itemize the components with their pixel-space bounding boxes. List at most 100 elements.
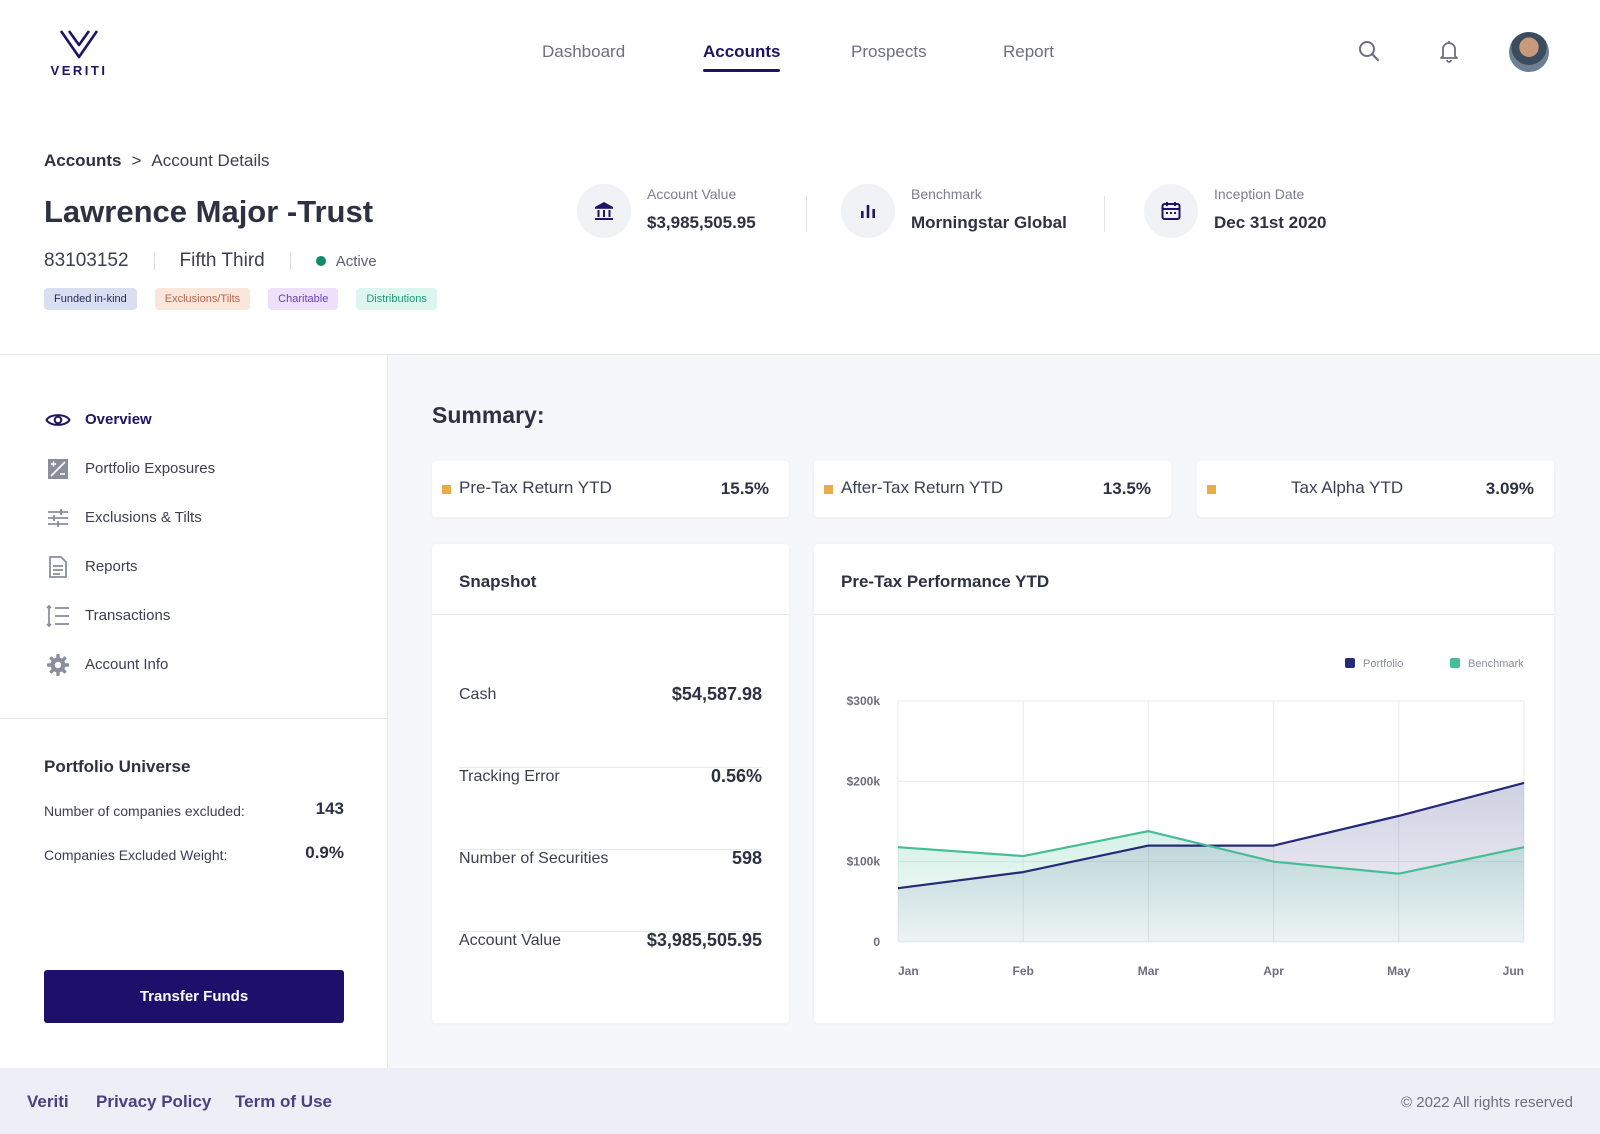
legend-swatch-benchmark	[1450, 658, 1460, 668]
veriti-logo[interactable]: VERITI	[48, 28, 110, 78]
bar-chart-icon	[841, 184, 895, 238]
performance-chart: 0 $100k $200k $300k Jan Feb Mar Apr May Jun Portfo…	[847, 658, 1525, 978]
excluded-weight-row: Companies Excluded Weight: 0.9%	[44, 843, 344, 863]
sidebar-item-transactions[interactable]: Transactions	[45, 591, 215, 640]
sidebar-item-account-info[interactable]: Account Info	[45, 640, 215, 689]
excluded-weight-label: Companies Excluded Weight:	[44, 847, 228, 863]
performance-header: Pre-Tax Performance YTD	[814, 544, 1554, 615]
page-title: Lawrence Major -Trust	[44, 194, 374, 229]
nav-prospects[interactable]: Prospects	[851, 42, 927, 61]
nav-accounts[interactable]: Accounts	[703, 42, 781, 72]
kpi-label: Account Value	[647, 186, 737, 202]
exposure-icon	[45, 456, 71, 482]
legend-swatch-portfolio	[1345, 658, 1355, 668]
companies-excluded-row: Number of companies excluded: 143	[44, 799, 344, 819]
metric-card-pre-tax-return: Pre-Tax Return YTD 15.5%	[432, 461, 789, 517]
metric-label: Tax Alpha YTD	[1291, 478, 1404, 497]
snapshot-title: Snapshot	[459, 572, 537, 591]
kpi-divider	[806, 196, 807, 232]
brand-name: VERITI	[50, 63, 108, 78]
metric-marker-icon	[824, 485, 833, 494]
legend-label-benchmark: Benchmark	[1468, 658, 1524, 670]
kpi-label: Inception Date	[1214, 186, 1305, 202]
transfer-funds-button[interactable]: Transfer Funds	[44, 970, 344, 1023]
kpi-label: Benchmark	[911, 186, 982, 202]
snapshot-value: $3,985,505.95	[646, 930, 762, 950]
sidebar-item-reports[interactable]: Reports	[45, 542, 215, 591]
x-tick-label: May	[1387, 964, 1411, 978]
sidebar-item-portfolio-exposures[interactable]: Portfolio Exposures	[45, 444, 215, 493]
document-icon	[45, 554, 71, 580]
kpi-account-value: Account Value $3,985,505.95	[577, 184, 756, 238]
list-icon	[45, 603, 71, 629]
tag-distributions: Distributions	[356, 288, 437, 310]
sidebar-item-label: Exclusions & Tilts	[85, 509, 202, 526]
sidebar-item-exclusions-tilts[interactable]: Exclusions & Tilts	[45, 493, 215, 542]
copyright-text: © 2022 All rights reserved	[1401, 1094, 1573, 1111]
footer-link-veriti[interactable]: Veriti	[27, 1092, 69, 1111]
sidebar-item-label: Portfolio Exposures	[85, 460, 216, 477]
breadcrumb-separator: >	[131, 151, 142, 170]
x-tick-label: Feb	[1013, 964, 1034, 978]
tag-funded-in-kind: Funded in-kind	[44, 288, 137, 310]
kpi-value: Dec 31st 2020	[1214, 213, 1327, 232]
veriti-logo-mark-icon	[59, 30, 99, 59]
nav-dashboard[interactable]: Dashboard	[542, 42, 626, 61]
snapshot-label: Cash	[459, 686, 497, 703]
footer-link-terms-of-use[interactable]: Term of Use	[235, 1092, 332, 1111]
user-avatar[interactable]	[1509, 32, 1549, 72]
metric-marker-icon	[442, 485, 451, 494]
y-tick-label: $100k	[847, 855, 881, 869]
top-navigation-bar: VERITI Dashboard Accounts Prospects Repo…	[0, 0, 1600, 106]
x-tick-label: Jan	[898, 964, 919, 978]
account-tags: Funded in-kind Exclusions/Tilts Charitab…	[44, 288, 437, 310]
kpi-divider	[1104, 196, 1105, 232]
sidebar-nav: Overview Portfolio Exposures Exclusions …	[45, 395, 215, 689]
meta-divider	[153, 252, 155, 270]
portfolio-universe-title: Portfolio Universe	[44, 757, 191, 776]
summary-title: Summary:	[432, 402, 545, 428]
y-tick-label: 0	[873, 935, 880, 949]
snapshot-label: Tracking Error	[459, 768, 560, 785]
kpi-value: $3,985,505.95	[647, 213, 756, 232]
metric-value: 15.5%	[720, 479, 769, 498]
x-tick-label: Jun	[1503, 964, 1524, 978]
sidebar-item-label: Overview	[85, 411, 152, 428]
snapshot-header: Snapshot	[432, 544, 789, 615]
eye-icon	[45, 407, 71, 433]
search-icon[interactable]	[1356, 38, 1382, 64]
bell-icon[interactable]	[1436, 38, 1462, 64]
kpi-value: Morningstar Global	[911, 213, 1067, 232]
snapshot-panel: Snapshot Cash $54,587.98 Tracking Error …	[432, 544, 789, 1023]
metric-value: 13.5%	[1102, 479, 1151, 498]
excluded-weight-value: 0.9%	[305, 843, 344, 862]
companies-excluded-value: 143	[315, 799, 344, 818]
tag-exclusions-tilts: Exclusions/Tilts	[154, 288, 251, 310]
x-tick-label: Apr	[1263, 964, 1284, 978]
calendar-icon	[1144, 184, 1198, 238]
breadcrumb-current: Account Details	[151, 151, 270, 170]
sidebar-item-label: Account Info	[85, 656, 169, 673]
breadcrumb-accounts-link[interactable]: Accounts	[44, 151, 122, 170]
sidebar: Overview Portfolio Exposures Exclusions …	[0, 355, 388, 1068]
main-nav: Dashboard Accounts Prospects Report	[0, 42, 1600, 72]
sidebar-item-overview[interactable]: Overview	[45, 395, 215, 444]
snapshot-label: Account Value	[459, 932, 561, 949]
performance-title: Pre-Tax Performance YTD	[841, 572, 1050, 591]
kpi-benchmark: Benchmark Morningstar Global	[841, 184, 1067, 238]
breadcrumb: Accounts > Account Details	[44, 151, 270, 171]
performance-panel: Pre-Tax Performance YTD 0 $100k $200k $300k…	[814, 544, 1554, 1023]
kpi-inception-date: Inception Date Dec 31st 2020	[1144, 184, 1326, 238]
snapshot-value: 0.56%	[710, 766, 762, 786]
snapshot-label: Number of Securities	[459, 850, 609, 867]
custodian-name: Fifth Third	[179, 250, 265, 271]
metric-card-tax-alpha: Tax Alpha YTD 3.09%	[1197, 461, 1554, 517]
footer-link-privacy-policy[interactable]: Privacy Policy	[96, 1092, 212, 1111]
snapshot-row-account-value: Account Value $3,985,505.95	[459, 930, 762, 1014]
metric-label: Pre-Tax Return YTD	[459, 478, 612, 497]
account-number: 83103152	[44, 250, 129, 271]
account-meta: 83103152 Fifth Third Active	[44, 250, 377, 272]
nav-report[interactable]: Report	[1003, 42, 1055, 61]
metric-card-after-tax-return: After-Tax Return YTD 13.5%	[814, 461, 1171, 517]
tag-charitable: Charitable	[268, 288, 339, 310]
